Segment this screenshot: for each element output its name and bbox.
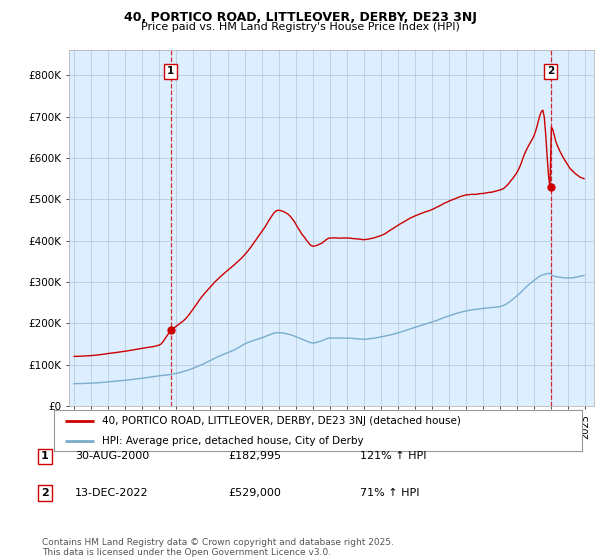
Text: 121% ↑ HPI: 121% ↑ HPI: [360, 451, 427, 461]
Text: HPI: Average price, detached house, City of Derby: HPI: Average price, detached house, City…: [101, 436, 363, 446]
Text: 30-AUG-2000: 30-AUG-2000: [75, 451, 149, 461]
Text: 71% ↑ HPI: 71% ↑ HPI: [360, 488, 419, 498]
Text: Contains HM Land Registry data © Crown copyright and database right 2025.
This d: Contains HM Land Registry data © Crown c…: [42, 538, 394, 557]
Text: 13-DEC-2022: 13-DEC-2022: [75, 488, 149, 498]
Text: 2: 2: [41, 488, 49, 498]
Text: 2: 2: [547, 67, 554, 76]
Text: 40, PORTICO ROAD, LITTLEOVER, DERBY, DE23 3NJ: 40, PORTICO ROAD, LITTLEOVER, DERBY, DE2…: [124, 11, 476, 24]
Text: 1: 1: [167, 67, 174, 76]
Text: 1: 1: [41, 451, 49, 461]
Text: 40, PORTICO ROAD, LITTLEOVER, DERBY, DE23 3NJ (detached house): 40, PORTICO ROAD, LITTLEOVER, DERBY, DE2…: [101, 417, 460, 426]
Text: £529,000: £529,000: [228, 488, 281, 498]
Text: £182,995: £182,995: [228, 451, 281, 461]
Text: Price paid vs. HM Land Registry's House Price Index (HPI): Price paid vs. HM Land Registry's House …: [140, 22, 460, 32]
